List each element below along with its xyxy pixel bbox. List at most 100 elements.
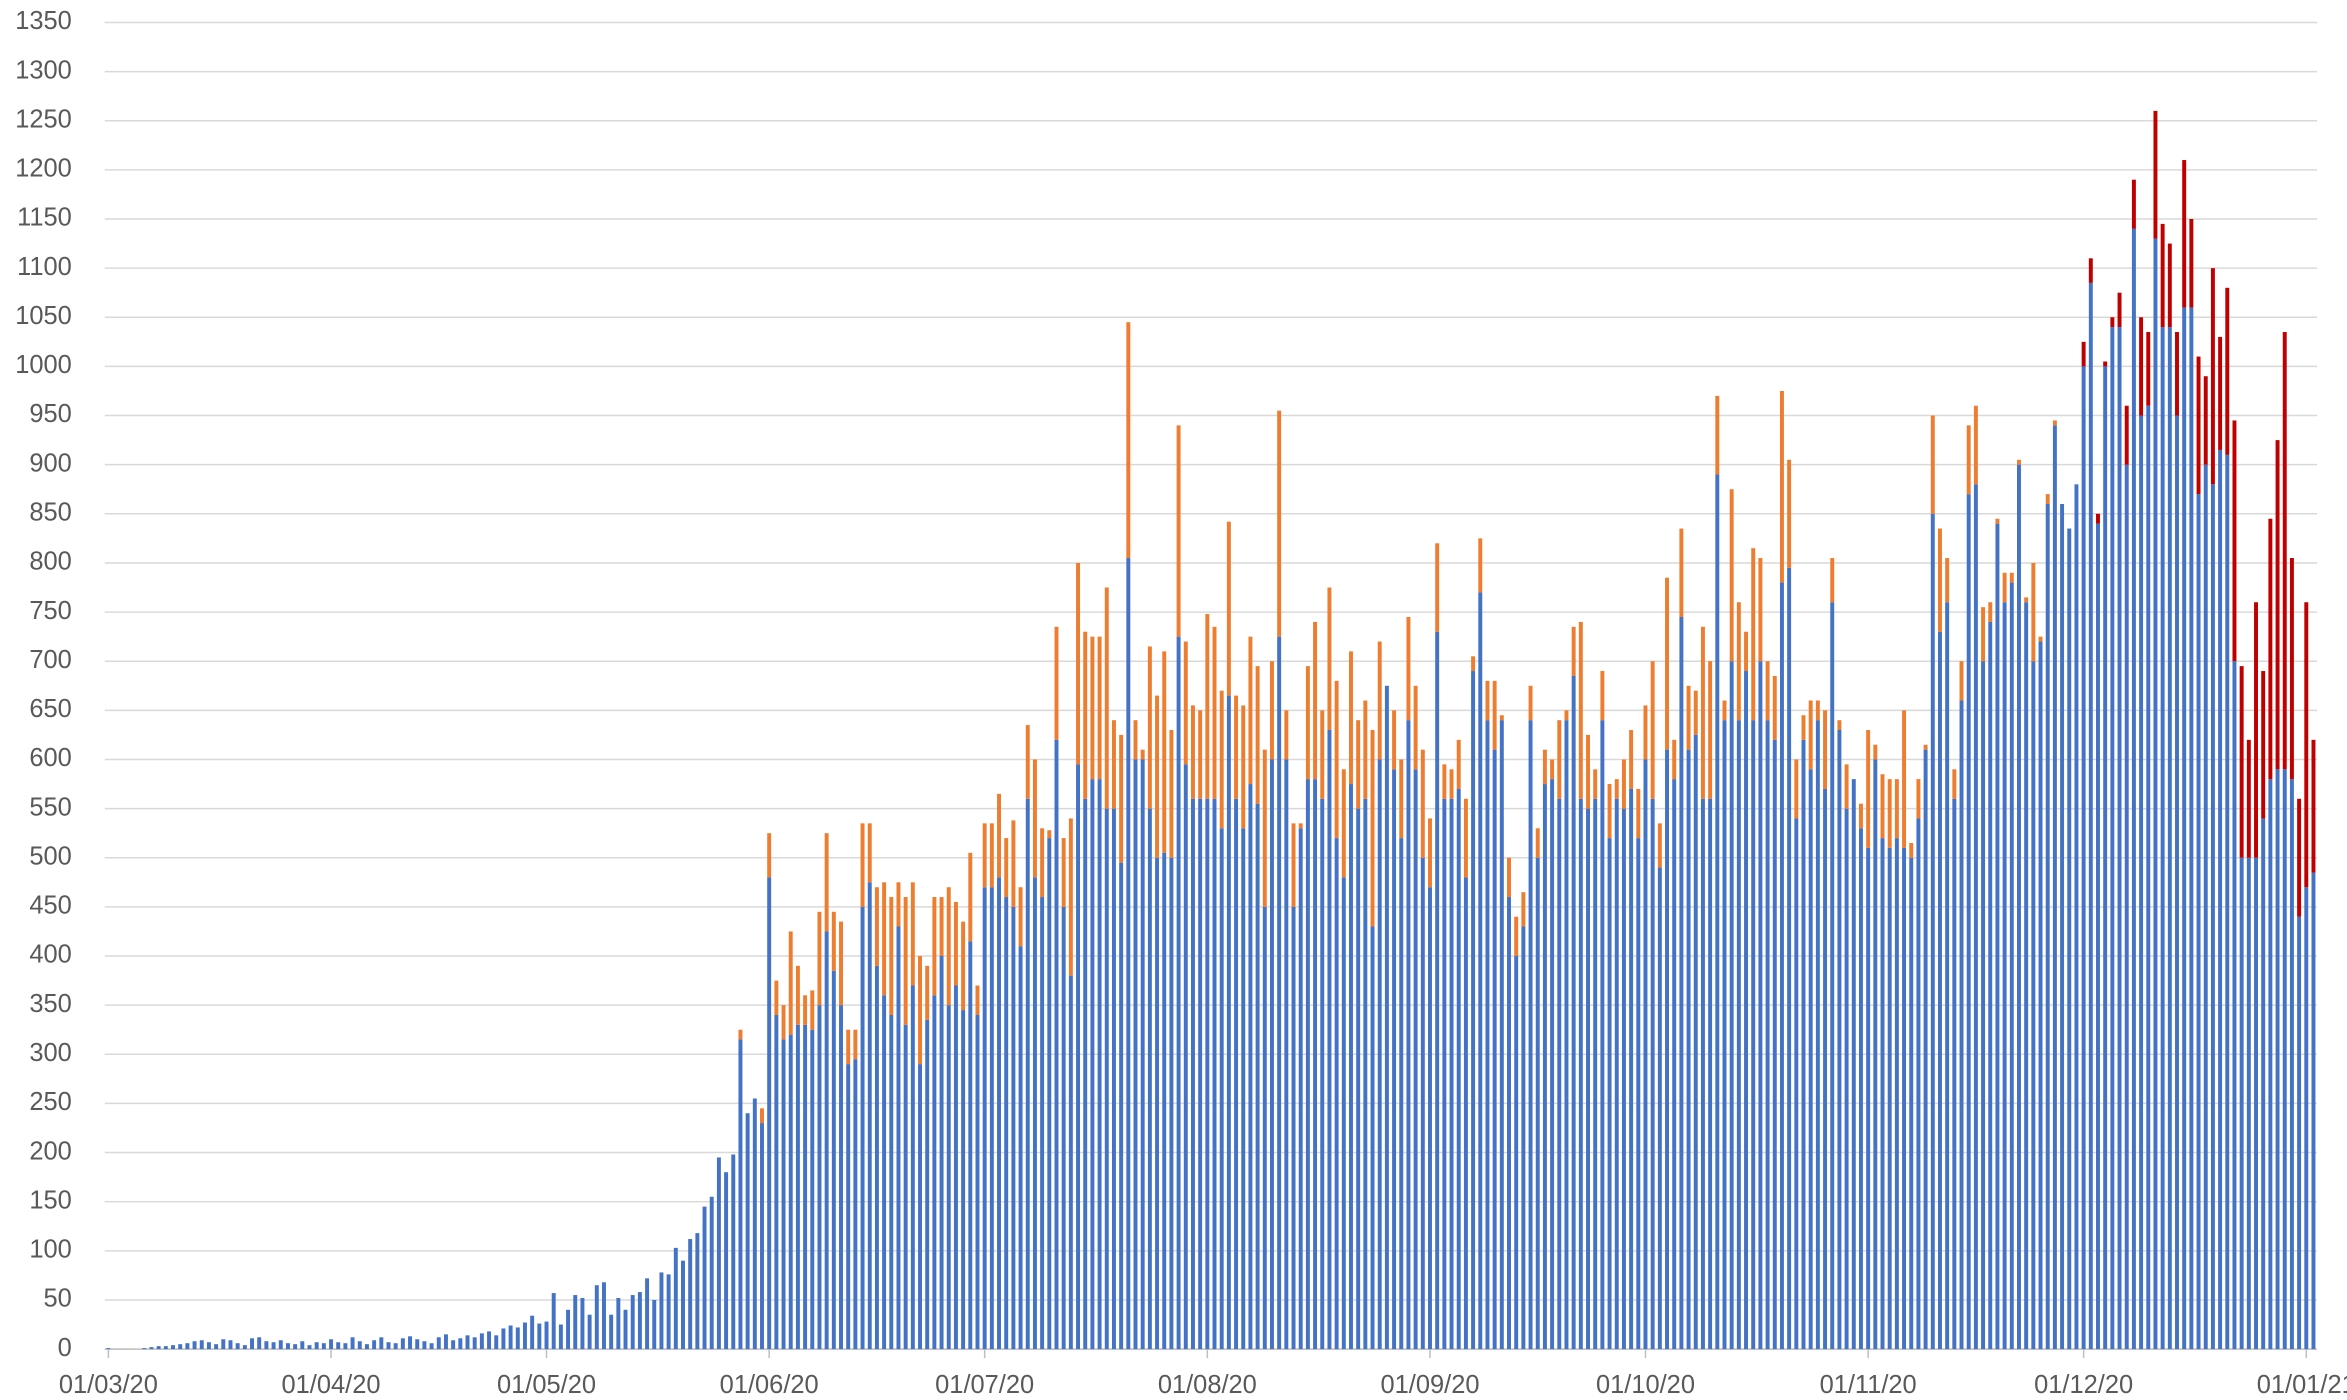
- bar-segment: [1765, 661, 1770, 721]
- bar-segment: [1068, 818, 1073, 976]
- bar-segment: [2110, 317, 2115, 328]
- bar-segment: [1507, 857, 1511, 898]
- bar-segment: [1909, 843, 1914, 858]
- bar-segment: [1305, 779, 1310, 1350]
- bar-segment: [422, 1341, 427, 1350]
- bar-segment: [925, 965, 930, 1020]
- bar-segment: [1190, 798, 1195, 1350]
- bar-segment: [1363, 798, 1368, 1350]
- bar-segment: [2002, 602, 2007, 1350]
- bar-segment: [1219, 690, 1224, 829]
- y-tick-label: 600: [29, 744, 71, 772]
- bar-segment: [1815, 720, 1820, 1350]
- bar-segment: [1902, 847, 1907, 1350]
- bar-segment: [1047, 830, 1052, 839]
- bar-segment: [918, 1064, 922, 1350]
- bar-segment: [479, 1333, 484, 1350]
- bar-segment: [1313, 779, 1318, 1350]
- bar-segment: [1830, 602, 1835, 1350]
- bar-segment: [867, 882, 872, 1350]
- bar-segment: [1586, 734, 1590, 809]
- bar-segment: [1693, 734, 1698, 1350]
- bar-segment: [1234, 695, 1239, 799]
- y-tick-label: 550: [29, 793, 71, 821]
- bar-segment: [2160, 223, 2165, 328]
- bar-segment: [1011, 906, 1016, 1350]
- bar-segment: [156, 1346, 161, 1350]
- bar-segment: [1040, 828, 1045, 898]
- bar-segment: [1420, 749, 1425, 858]
- bar-segment: [1973, 405, 1978, 485]
- bar-segment: [1995, 523, 2000, 1350]
- bar-segment: [1018, 887, 1023, 947]
- bar-segment: [1571, 626, 1576, 676]
- bar-segment: [630, 1295, 635, 1350]
- y-tick-label: 850: [29, 499, 71, 527]
- bar-segment: [961, 1010, 966, 1350]
- bar-segment: [1550, 779, 1555, 1350]
- bar-segment: [939, 956, 944, 1350]
- bar-segment: [408, 1336, 413, 1350]
- bar-segment: [2081, 366, 2086, 1350]
- bar-segment: [961, 921, 966, 1011]
- x-tick-label: 01/10/20: [1596, 1371, 1695, 1399]
- bar-segment: [2210, 268, 2215, 485]
- bar-segment: [494, 1335, 499, 1350]
- bar-segment: [142, 1348, 147, 1350]
- bar-segment: [1578, 621, 1583, 799]
- bar-segment: [436, 1337, 441, 1350]
- bar-segment: [2103, 366, 2108, 1350]
- bar-segment: [760, 1123, 764, 1350]
- bar-segment: [1025, 725, 1030, 799]
- bar-segment: [1880, 838, 1885, 1350]
- bar-segment: [1277, 410, 1282, 637]
- bar-segment: [1047, 838, 1052, 1350]
- bar-segment: [738, 1029, 743, 1040]
- bar-segment: [221, 1339, 226, 1350]
- bar-segment: [1140, 759, 1145, 1350]
- bar-segment: [1665, 577, 1670, 750]
- bar-segment: [2117, 327, 2122, 1350]
- bar-segment: [1729, 661, 1734, 1350]
- bar-segment: [889, 897, 894, 1015]
- bar-segment: [1485, 720, 1490, 1350]
- bar-segment: [1966, 494, 1971, 1350]
- bar-segment: [1449, 769, 1454, 799]
- bar-segment: [846, 1064, 851, 1350]
- bar-segment: [817, 1005, 822, 1350]
- bar-segment: [767, 833, 772, 878]
- bar-segment: [443, 1334, 448, 1350]
- bar-segment: [1765, 720, 1770, 1350]
- bar-segment: [939, 897, 944, 957]
- bar-segment: [1823, 710, 1828, 789]
- bar-segment: [2196, 356, 2201, 495]
- bar-segment: [623, 1309, 628, 1350]
- bar-segment: [1808, 769, 1813, 1350]
- bar-segment: [824, 833, 829, 932]
- bar-segment: [1234, 798, 1239, 1350]
- bar-segment: [1076, 764, 1081, 1350]
- bar-segment: [1722, 700, 1727, 721]
- bar-segment: [1018, 946, 1023, 1350]
- bar-segment: [709, 1196, 714, 1350]
- bar-segment: [1751, 720, 1756, 1350]
- bar-segment: [171, 1345, 175, 1350]
- bar-segment: [1442, 764, 1447, 799]
- bar-segment: [1988, 602, 1993, 622]
- bar-segment: [1356, 808, 1361, 1350]
- bar-segment: [1880, 774, 1885, 839]
- bar-segment: [896, 882, 901, 927]
- bar-segment: [2175, 332, 2179, 416]
- y-tick-label: 1100: [17, 253, 72, 281]
- bar-segment: [1104, 808, 1109, 1350]
- bar-segment: [1320, 798, 1325, 1350]
- bar-segment: [1858, 828, 1863, 1350]
- bar-segment: [2289, 779, 2294, 1350]
- bar-segment: [1083, 798, 1088, 1350]
- bar-segment: [1327, 729, 1332, 1350]
- bar-segment: [2239, 857, 2244, 1350]
- bar-segment: [1111, 720, 1116, 809]
- bar-segment: [1557, 720, 1562, 799]
- bar-segment: [250, 1338, 254, 1350]
- y-tick-label: 50: [44, 1285, 72, 1313]
